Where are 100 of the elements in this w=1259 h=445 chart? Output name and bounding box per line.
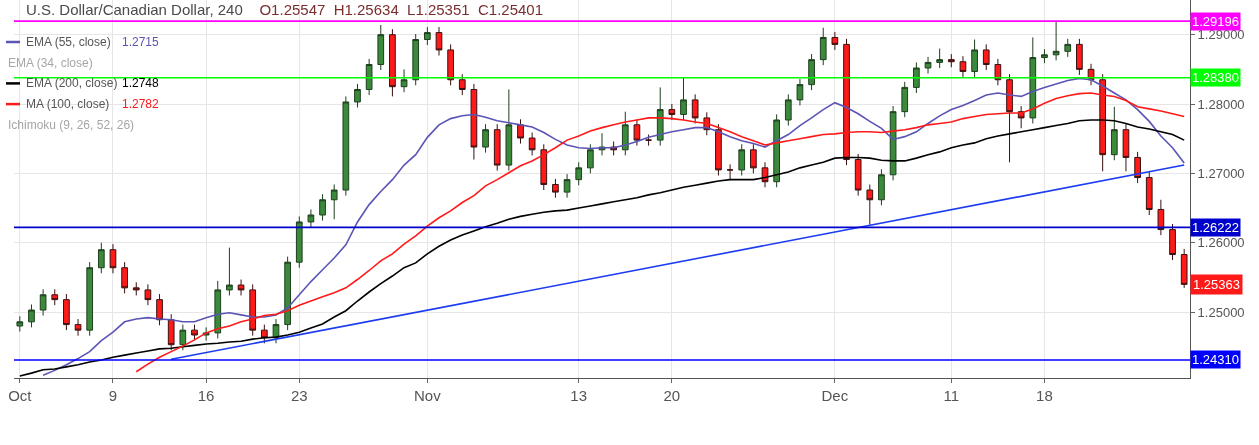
candlestick: [482, 123, 489, 154]
legend-label: MA (100, close): [26, 97, 110, 111]
candlestick: [447, 43, 454, 86]
candlestick: [260, 324, 268, 344]
candlestick: [1076, 38, 1083, 76]
candlestick: [1134, 151, 1141, 184]
candlestick: [132, 281, 140, 296]
candlestick: [86, 261, 94, 337]
candlestick: [854, 153, 862, 197]
candlestick: [1145, 171, 1153, 216]
candlestick: [63, 293, 70, 331]
candlestick: [947, 53, 955, 68]
candlestick: [109, 243, 117, 274]
candlestick: [517, 118, 524, 145]
candlestick: [971, 39, 978, 78]
candlestick: [959, 55, 967, 78]
candlestick: [1157, 199, 1165, 236]
candlestick: [831, 31, 839, 51]
candlestick: [1180, 248, 1188, 289]
candlestick: [319, 193, 326, 222]
candlestick: [435, 26, 443, 56]
candlestick: [284, 256, 291, 331]
candlestick: [1041, 48, 1048, 64]
annotation: Ichimoku (9, 26, 52, 26): [8, 118, 135, 132]
annotation: 1.2715: [122, 35, 160, 49]
candlestick: [587, 143, 594, 174]
y-tick-label: 1.25000: [1197, 304, 1245, 320]
candlestick: [761, 161, 769, 188]
candlestick: [540, 143, 548, 191]
candlestick: [144, 283, 152, 306]
candlestick: [1017, 105, 1025, 129]
candlestick: [191, 324, 198, 342]
annotation: 1.2782: [122, 97, 160, 111]
candlestick: [16, 315, 24, 333]
legend-label: EMA (55, close): [26, 35, 111, 49]
x-tick-label: 11: [943, 387, 960, 404]
candlestick: [994, 58, 1002, 86]
candlestick: [924, 56, 932, 75]
ref-line-label: 1.29196: [1192, 14, 1239, 29]
candlestick: [470, 83, 478, 161]
candlestick: [784, 93, 792, 127]
candlestick: [621, 111, 629, 156]
candlestick: [819, 27, 827, 66]
candlestick: [307, 208, 315, 228]
ref-line-label: 1.28380: [1192, 70, 1239, 85]
candlestick: [214, 280, 222, 339]
candlestick: [866, 183, 874, 226]
candlestick: [726, 163, 734, 181]
candlestick: [1064, 38, 1072, 58]
candlestick: [505, 88, 513, 172]
candlestick: [680, 77, 687, 121]
candlestick: [1052, 20, 1060, 61]
x-tick-label: Dec: [821, 387, 849, 404]
candlestick: [412, 33, 420, 86]
candlestick: [1110, 106, 1118, 161]
candlestick: [982, 43, 990, 71]
candlestick: [808, 53, 815, 91]
candlestick: [179, 324, 187, 351]
candlestick: [1169, 223, 1176, 261]
ref-line-label: 1.26222: [1192, 220, 1239, 235]
candlestick: [354, 83, 361, 108]
y-tick-label: 1.29000: [1197, 27, 1245, 43]
candlestick: [878, 168, 885, 206]
annotation: EMA (34, close): [8, 56, 93, 70]
y-tick-label: 1.26000: [1197, 235, 1245, 251]
candlestick: [342, 95, 350, 197]
candlestick: [389, 28, 396, 97]
x-tick-label: 18: [1036, 387, 1053, 404]
candlestick: [74, 318, 82, 337]
x-tick-label: 9: [108, 387, 118, 404]
candlestick: [889, 105, 897, 181]
candlestick: [295, 215, 303, 269]
x-tick-label: 16: [197, 387, 215, 404]
ref-line-label: 1.24310: [1192, 352, 1239, 367]
candlestick: [936, 48, 944, 69]
candlestick: [913, 61, 920, 94]
candlestick: [51, 288, 59, 306]
candlestick: [1122, 123, 1130, 172]
candlestick: [458, 73, 466, 96]
candlestick: [156, 293, 163, 326]
candlestick: [237, 279, 245, 296]
text: O1.25547 H1.25634 L1.25351 C1.25401: [259, 1, 544, 18]
candlestick: [28, 303, 35, 328]
legend-label: EMA (200, close): [26, 76, 118, 90]
text: 1.25363: [1193, 277, 1240, 292]
annotation: 1.2748: [122, 76, 160, 90]
candlestick: [39, 288, 47, 317]
candlestick: [249, 283, 257, 337]
candlestick: [121, 261, 128, 294]
x-tick-label: 23: [290, 387, 308, 404]
candlestick: [226, 247, 233, 296]
candlestick: [97, 242, 105, 274]
candlestick: [1029, 36, 1037, 124]
candlestick: [750, 143, 757, 174]
candlestick: [563, 173, 571, 199]
candlestick: [575, 161, 583, 186]
x-tick-label: Nov: [414, 387, 442, 404]
candlestick: [330, 183, 338, 220]
candlestick: [528, 131, 536, 156]
candlestick: [633, 118, 641, 147]
